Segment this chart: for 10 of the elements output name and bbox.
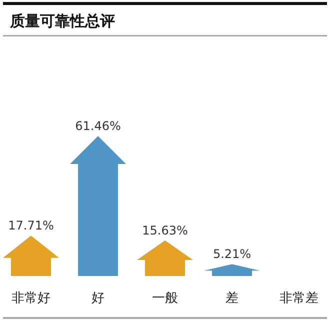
data-label: 61.46% <box>75 119 121 133</box>
x-tick-label: 非常好 <box>12 291 50 306</box>
data-label: 17.71% <box>8 218 54 233</box>
data-label: 5.21% <box>212 247 252 262</box>
x-tick-label: 差 <box>226 291 238 306</box>
x-tick-label: 好 <box>92 291 104 306</box>
chart-title: 质量可靠性总评 <box>9 12 115 30</box>
x-tick-label: 一般 <box>152 291 178 306</box>
data-label: 15.63% <box>142 223 188 238</box>
x-tick-label: 非常差 <box>280 291 318 306</box>
